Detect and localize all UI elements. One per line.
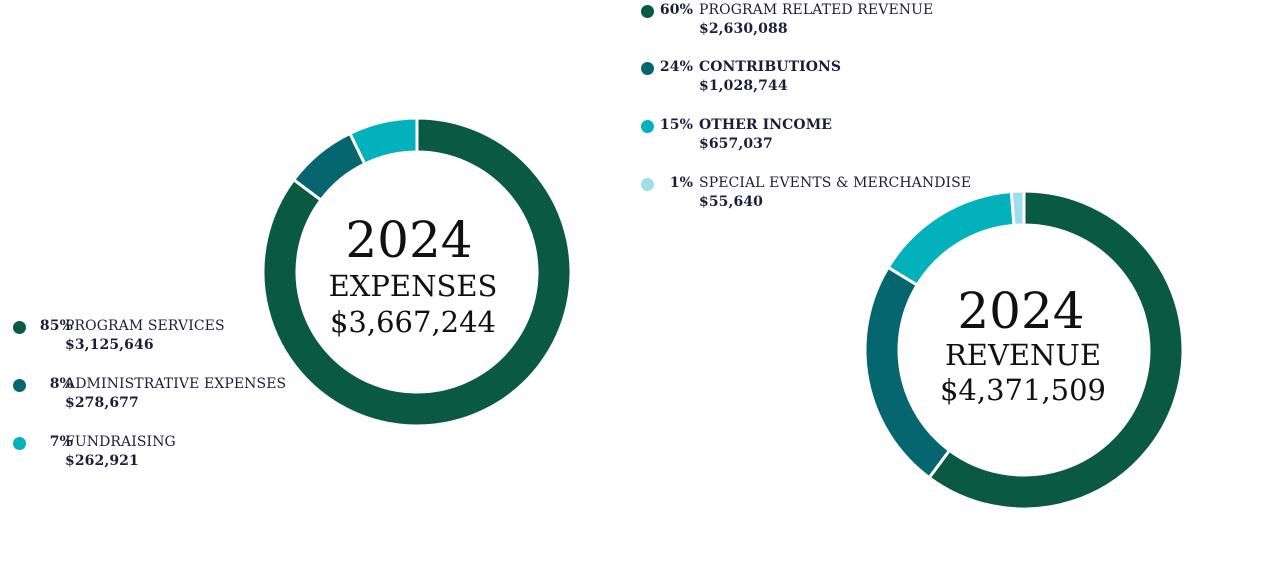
legend-percent: 7% xyxy=(49,434,73,450)
legend-percent: 1% xyxy=(669,175,693,191)
legend-amount: $3,125,646 xyxy=(65,337,154,353)
legend-swatch-special-events-merchandise xyxy=(641,178,654,191)
legend-label: CONTRIBUTIONS xyxy=(699,59,842,75)
revenue-donut-chart: 2024 REVENUE $4,371,509 xyxy=(864,190,1184,510)
legend-swatch-other-income xyxy=(641,120,654,133)
legend-percent: 24% xyxy=(659,59,693,75)
revenue-slices xyxy=(864,190,1184,510)
legend-item-program-services: 85% PROGRAM SERVICES $3,125,646 xyxy=(12,318,312,358)
slice-contributions xyxy=(864,265,952,480)
legend-label: OTHER INCOME xyxy=(699,117,833,133)
legend-amount: $1,028,744 xyxy=(699,78,788,94)
expenses-center-total: $3,667,244 xyxy=(330,305,496,339)
legend-percent: 85% xyxy=(39,318,73,334)
expenses-center-year: 2024 xyxy=(345,211,472,269)
legend-label: SPECIAL EVENTS & MERCHANDISE xyxy=(699,175,972,191)
legend-label: FUNDRAISING xyxy=(65,434,176,450)
legend-item-fundraising: 7% FUNDRAISING $262,921 xyxy=(12,434,312,474)
legend-label: PROGRAM RELATED REVENUE xyxy=(699,2,934,18)
revenue-center-year: 2024 xyxy=(957,282,1084,340)
legend-amount: $55,640 xyxy=(699,194,764,210)
legend-swatch-fundraising xyxy=(13,437,26,450)
legend-item-other-income: 15% OTHER INCOME $657,037 xyxy=(640,117,980,157)
expenses-slices xyxy=(262,117,572,427)
slice-fundraising xyxy=(347,117,419,166)
slice-program-services xyxy=(262,117,572,427)
expenses-donut-chart: 2024 EXPENSES $3,667,244 xyxy=(262,117,572,427)
legend-swatch-program-related-revenue xyxy=(641,5,654,18)
legend-label: ADMINISTRATIVE EXPENSES xyxy=(65,376,287,392)
legend-item-program-related-revenue: 60% PROGRAM RELATED REVENUE $2,630,088 xyxy=(640,2,980,42)
revenue-center-title: REVENUE xyxy=(945,338,1101,372)
legend-amount: $657,037 xyxy=(699,136,773,152)
legend-swatch-program-services xyxy=(13,321,26,334)
legend-label: PROGRAM SERVICES xyxy=(65,318,225,334)
legend-item-special-events-merchandise: 1% SPECIAL EVENTS & MERCHANDISE $55,640 xyxy=(640,175,980,215)
legend-amount: $262,921 xyxy=(65,453,139,469)
expenses-center-title: EXPENSES xyxy=(329,269,498,303)
slice-special-events-and-merchandise xyxy=(1009,190,1026,228)
legend-swatch-contributions xyxy=(641,62,654,75)
legend-swatch-administrative-expenses xyxy=(13,379,26,392)
revenue-center-total: $4,371,509 xyxy=(940,373,1106,407)
legend-amount: $278,677 xyxy=(65,395,139,411)
legend-percent: 60% xyxy=(659,2,693,18)
slice-program-related-revenue xyxy=(927,190,1184,510)
legend-amount: $2,630,088 xyxy=(699,21,788,37)
legend-percent: 15% xyxy=(659,117,693,133)
legend-item-administrative-expenses: 8% ADMINISTRATIVE EXPENSES $278,677 xyxy=(12,376,312,416)
legend-item-contributions: 24% CONTRIBUTIONS $1,028,744 xyxy=(640,59,980,99)
legend-percent: 8% xyxy=(49,376,73,392)
